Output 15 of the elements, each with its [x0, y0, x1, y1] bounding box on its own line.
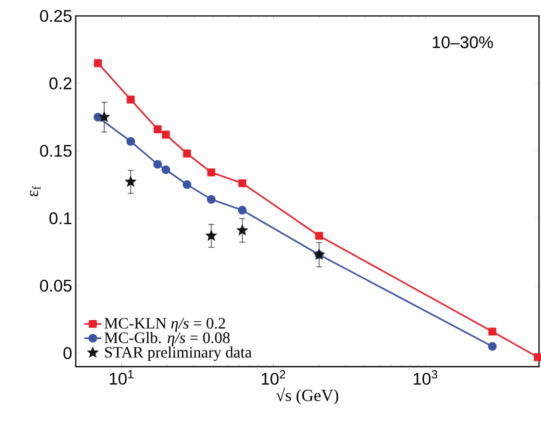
- legend-label: MC-KLN η/s = 0.2: [104, 318, 225, 332]
- x-tick-label: 10$^{2}$: [262, 370, 286, 385]
- y-axis-title: ε$_{f}$: [30, 186, 41, 196]
- y-tick-label: 0.05: [40, 280, 72, 292]
- legend-label: MC-Glb. η/s = 0.08: [104, 332, 230, 346]
- y-tick-label: 0: [63, 346, 72, 359]
- x-axis-title: √s (GeV): [276, 387, 338, 404]
- y-tick-label: 0.15: [40, 144, 72, 157]
- y-tick-label: 0.2: [49, 77, 72, 90]
- y-tick-label: 0.25: [40, 10, 72, 22]
- legend-label: STAR preliminary data: [105, 346, 252, 361]
- x-tick-label: 10$^{1}$: [110, 370, 134, 384]
- annotation: 10–30%: [432, 36, 493, 48]
- x-tick-label: 10$^{3}$: [414, 370, 438, 385]
- y-tick-label: 0.1: [49, 212, 72, 224]
